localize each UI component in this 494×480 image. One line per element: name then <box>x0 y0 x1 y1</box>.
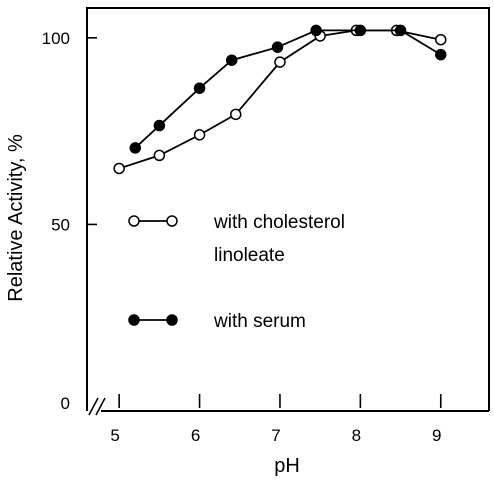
plot-border <box>86 7 490 411</box>
data-point <box>271 41 284 53</box>
y-tick-label: 0 <box>61 394 70 413</box>
data-point <box>153 149 166 162</box>
y-tick-label: 50 <box>51 215 70 234</box>
x-axis-label: pH <box>274 455 300 477</box>
data-point <box>274 56 286 68</box>
axis-break-mark <box>88 397 99 416</box>
data-point <box>225 54 238 66</box>
x-axis: 5 6 7 8 9 <box>110 394 442 445</box>
data-point <box>435 33 447 46</box>
x-tick-label: 8 <box>352 426 361 445</box>
legend-marker <box>166 215 178 227</box>
legend-label: with serum <box>213 311 306 332</box>
x-tick-label: 9 <box>432 426 441 445</box>
data-point <box>113 162 125 175</box>
legend-marker <box>166 314 178 326</box>
axis-break-mark <box>95 397 106 416</box>
y-tick-label: 100 <box>42 29 70 48</box>
y-axis: 0 50 100 <box>42 29 97 413</box>
data-point <box>153 119 166 132</box>
data-point <box>394 24 407 37</box>
legend: with cholesterol linoleate with serum <box>128 212 345 332</box>
data-point <box>129 142 141 154</box>
y-axis-label: Relative Activity, % <box>5 134 27 302</box>
data-point <box>193 82 206 94</box>
data-point <box>193 129 206 141</box>
x-tick-label: 5 <box>110 426 119 445</box>
plot-frame <box>86 7 490 412</box>
x-tick-label: 6 <box>191 426 200 445</box>
axis-break-marks <box>88 397 106 416</box>
data-point <box>310 24 322 37</box>
data-point <box>229 108 242 121</box>
series-line <box>134 29 442 149</box>
x-tick-label: 7 <box>271 426 280 445</box>
data-point <box>435 48 447 61</box>
legend-entry-1: with cholesterol linoleate <box>128 212 345 266</box>
data-point <box>354 24 367 37</box>
series-2 <box>129 24 447 154</box>
legend-label: with cholesterol <box>213 212 345 233</box>
legend-label: linoleate <box>214 245 285 266</box>
legend-entry-2: with serum <box>128 311 306 332</box>
legend-marker <box>128 215 140 227</box>
legend-marker <box>128 314 140 326</box>
series-group <box>113 24 447 175</box>
